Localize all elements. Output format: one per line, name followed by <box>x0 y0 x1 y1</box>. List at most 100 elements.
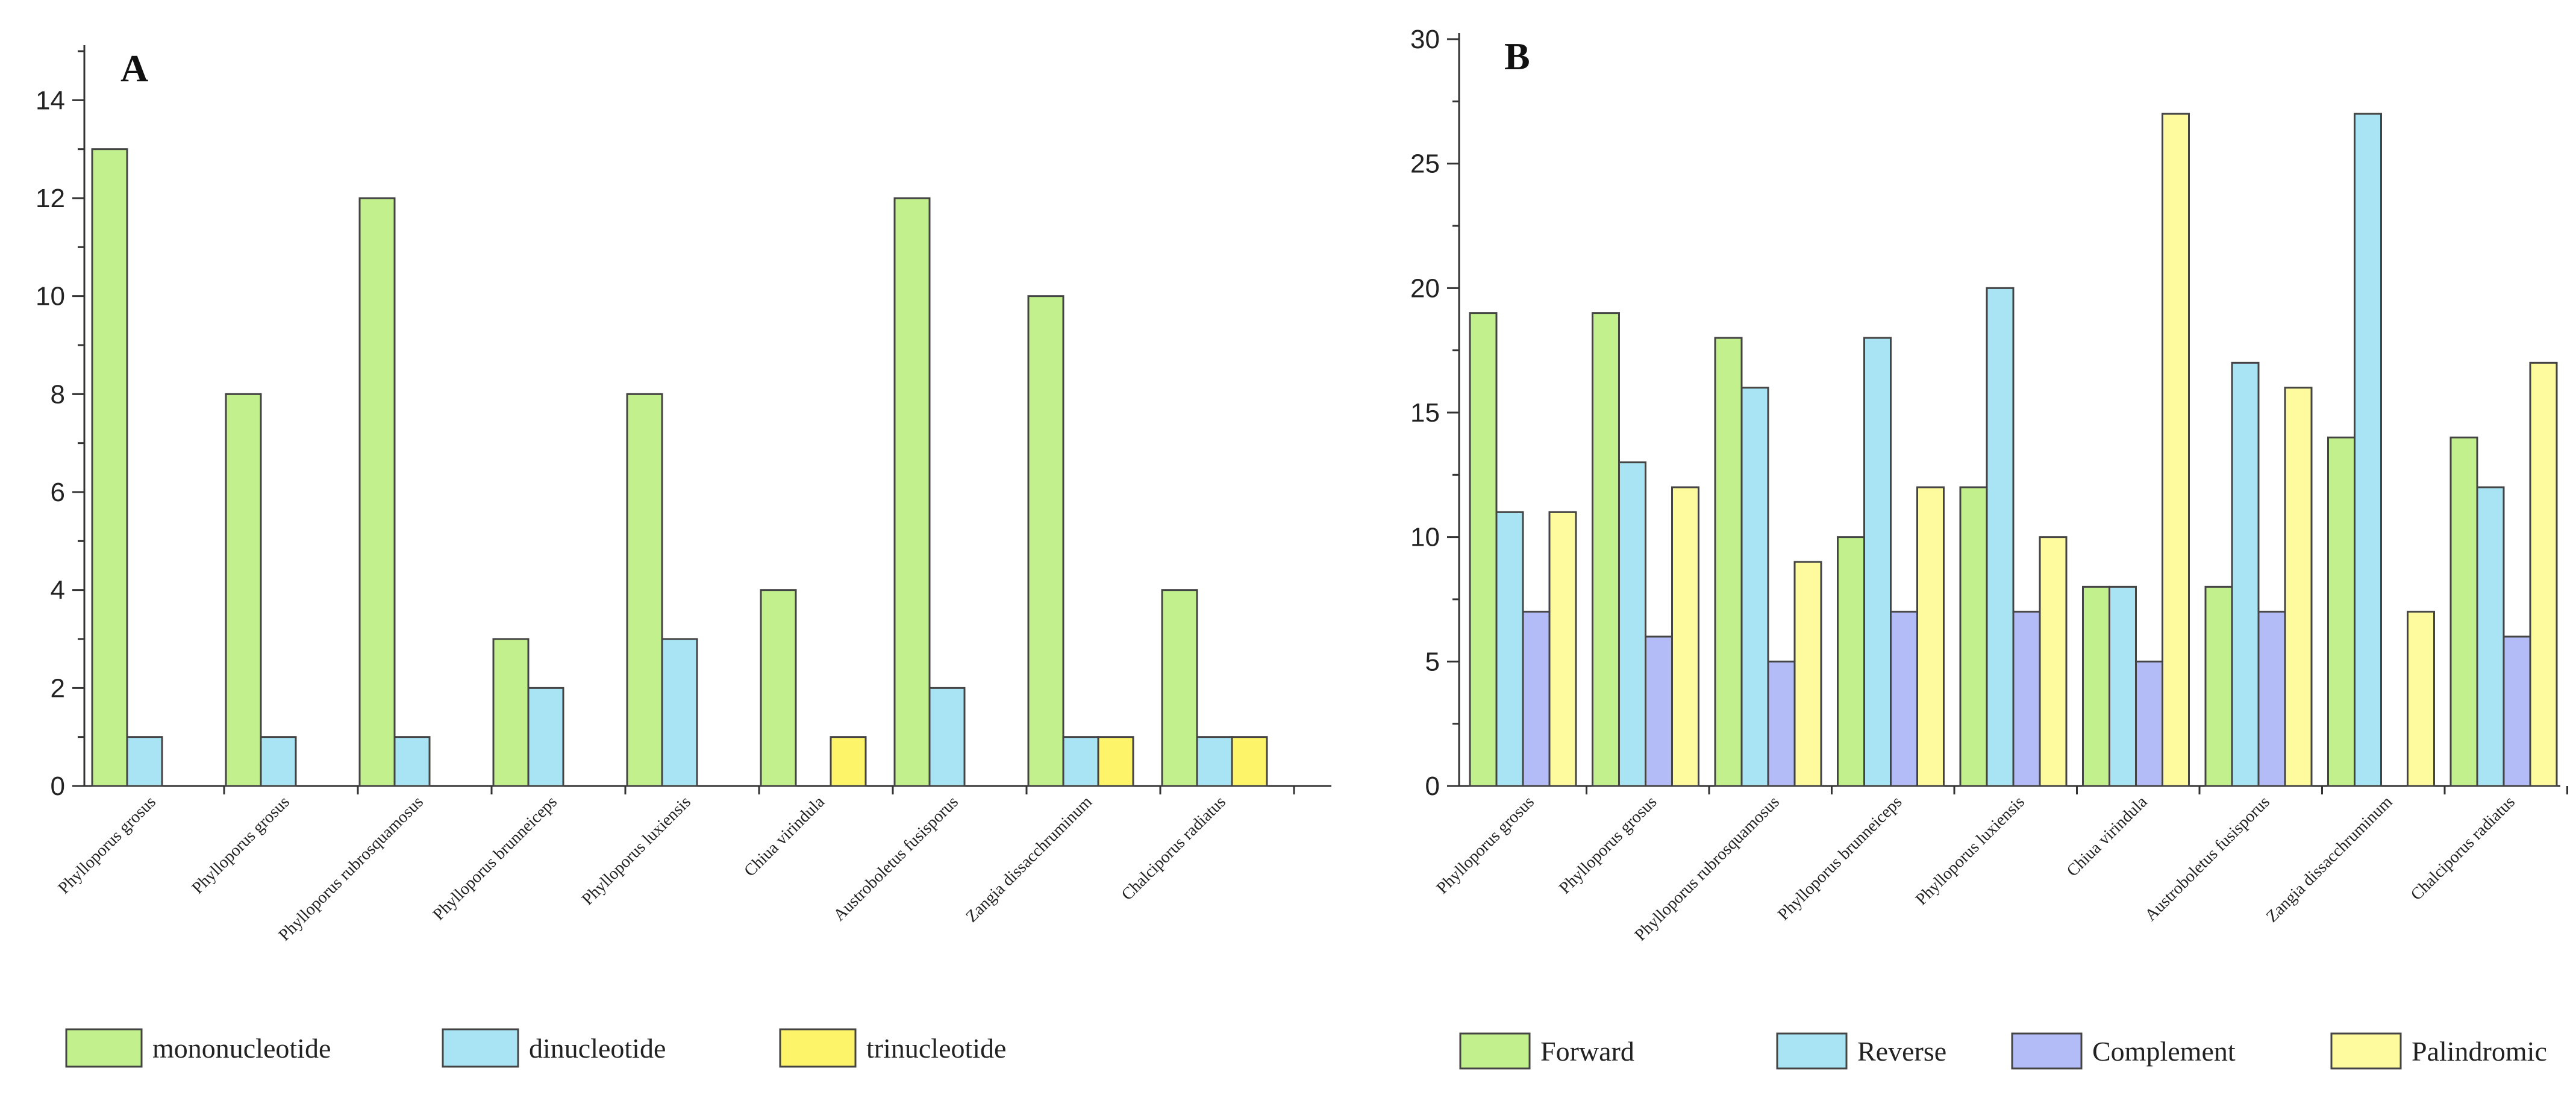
panel-a-category-label: Austroboletus fusisporus <box>830 793 962 925</box>
panel-b-bar-palindromic <box>2162 113 2190 787</box>
panel-b-legend-label-reverse: Reverse <box>1857 1036 1946 1067</box>
panel-b-category-label: Austroboletus fusisporus <box>2142 793 2274 925</box>
panel-b-bar-complement <box>1767 660 1796 787</box>
panel-a-category-label: Phylloporus rubrosquamosus <box>275 793 427 944</box>
panel-b-category-label: Phylloporus brunneiceps <box>1774 793 1905 924</box>
panel-b-bar-palindromic <box>1671 486 1699 787</box>
panel-a-legend-label-trinucleotide: trinucleotide <box>866 1033 1006 1064</box>
panel-b-bar-palindromic <box>2039 536 2068 787</box>
panel-a-bar-trinucleotide <box>1231 736 1268 787</box>
panel-a-bar-mononucleotide <box>358 197 396 787</box>
panel-b-legend-swatch-complement <box>2011 1032 2083 1070</box>
panel-b-bar-reverse <box>1863 337 1892 787</box>
panel-a-category-label: Phylloporus luxiensis <box>578 793 695 909</box>
panel-b-legend-label-forward: Forward <box>1540 1036 1634 1067</box>
panel-b-y-tick-label: 20 <box>1410 273 1440 303</box>
panel-b-legend-label-complement: Complement <box>2092 1036 2236 1067</box>
panel-b-legend-swatch-reverse <box>1776 1032 1848 1070</box>
panel-a-y-tick-label: 14 <box>36 86 65 115</box>
panel-a-bar-trinucleotide <box>1097 736 1134 787</box>
panel-a-bar-mononucleotide <box>626 393 663 787</box>
panel-a-bar-mononucleotide <box>893 197 931 787</box>
panel-b-bar-forward <box>2327 436 2356 787</box>
panel-b-bar-palindromic <box>1793 561 1822 787</box>
panel-a-bar-mononucleotide <box>1161 589 1198 787</box>
panel-b-category-label: Chiua virindula <box>2063 793 2151 881</box>
panel-b-bar-forward <box>1592 312 1620 787</box>
panel-b-y-tick-label: 30 <box>1410 25 1440 54</box>
panel-a-bar-dinucleotide <box>661 638 698 787</box>
panel-a-category-label: Phylloporus brunneiceps <box>430 793 561 924</box>
panel-a-y-tick-label: 6 <box>51 478 65 507</box>
panel-a-legend-swatch-dinucleotide <box>442 1028 519 1068</box>
panel-a-category-label: Phylloporus grosus <box>189 793 293 897</box>
panel-b-bar-reverse <box>1986 287 2015 787</box>
panel-b-bar-complement <box>1645 635 1673 787</box>
panel-b-bar-forward <box>1469 312 1498 787</box>
panel-b-category-label: Chalciporus radiatus <box>2407 793 2519 904</box>
panel-b-y-tick-label: 10 <box>1410 523 1440 552</box>
panel-b-legend-swatch-palindromic <box>2330 1032 2402 1070</box>
panel-b-bar-palindromic <box>1916 486 1945 787</box>
panel-b-bar-reverse <box>2476 486 2505 787</box>
panel-a-y-tick-label: 12 <box>36 184 65 213</box>
panel-b-label: B <box>1504 35 1530 78</box>
panel-b-bar-palindromic <box>1548 511 1577 787</box>
panel-b-legend-swatch-forward <box>1459 1032 1531 1070</box>
panel-a-label: A <box>120 47 148 90</box>
panel-b-bar-complement <box>2012 611 2041 787</box>
panel-a-y-tick-label: 8 <box>51 379 65 409</box>
panel-a-bar-trinucleotide <box>830 736 867 787</box>
panel-a-y-tick-label: 2 <box>51 673 65 703</box>
panel-a-legend-label-mononucleotide: mononucleotide <box>152 1033 331 1064</box>
panel-b-bar-reverse <box>2354 113 2382 787</box>
panel-b-category-label: Phylloporus luxiensis <box>1912 793 2028 909</box>
panel-b-bar-forward <box>1837 536 1865 787</box>
panel-b-bar-forward <box>1959 486 1988 787</box>
panel-b-bar-forward <box>2204 585 2233 787</box>
panel-a-legend-swatch-mononucleotide <box>65 1028 143 1068</box>
panel-a-y-tick-label: 4 <box>51 576 65 605</box>
panel-b-bar-complement <box>1890 611 1918 787</box>
panel-b-bar-forward <box>2449 436 2478 787</box>
panel-a-bar-dinucleotide <box>1196 736 1233 787</box>
panel-a-bar-mononucleotide <box>1027 295 1064 787</box>
panel-b-y-tick-label: 5 <box>1425 647 1440 676</box>
panel-b-bar-palindromic <box>2407 611 2435 787</box>
panel-b-y-tick-label: 0 <box>1425 772 1440 801</box>
panel-b-y-tick-label: 25 <box>1410 149 1440 179</box>
panel-b-bar-complement <box>1522 611 1551 787</box>
panel-a-bar-dinucleotide <box>126 736 163 787</box>
panel-b-bar-complement <box>2503 635 2531 787</box>
panel-b-bar-reverse <box>1740 387 1769 787</box>
panel-b-bar-forward <box>2082 585 2110 787</box>
panel-a-category-label: Chalciporus radiatus <box>1118 793 1230 904</box>
panel-b-bar-reverse <box>1495 511 1524 787</box>
panel-b-bar-palindromic <box>2284 387 2313 787</box>
panel-a-y-tick-label: 10 <box>36 282 65 311</box>
panel-a-category-label: Zangia dissacchruminum <box>962 793 1096 926</box>
panel-a-bar-dinucleotide <box>527 687 564 787</box>
panel-b-category-label: Phylloporus grosus <box>1555 793 1660 897</box>
panel-a-bar-mononucleotide <box>492 638 530 787</box>
panel-b-bar-reverse <box>2109 585 2137 787</box>
panel-b-legend-label-palindromic: Palindromic <box>2412 1036 2547 1067</box>
panel-a-legend-swatch-trinucleotide <box>779 1028 857 1068</box>
panel-b-category-label: Phylloporus rubrosquamosus <box>1631 793 1783 944</box>
panel-a-bar-dinucleotide <box>260 736 297 787</box>
panel-b-bar-forward <box>1714 337 1743 787</box>
panel-b-bar-reverse <box>1618 461 1646 787</box>
panel-a-y-tick-label: 0 <box>51 772 65 801</box>
panel-a-bar-dinucleotide <box>928 687 966 787</box>
panel-a-bar-mononucleotide <box>91 148 128 787</box>
panel-a-category-label: Phylloporus grosus <box>55 793 160 897</box>
panel-b-bar-complement <box>2135 660 2163 787</box>
panel-b-category-label: Zangia dissacchruminum <box>2263 793 2396 926</box>
panel-a-bar-mononucleotide <box>225 393 262 787</box>
panel-b-category-label: Phylloporus grosus <box>1433 793 1538 897</box>
panel-b-bar-complement <box>2257 611 2286 787</box>
panel-a-bar-mononucleotide <box>760 589 797 787</box>
